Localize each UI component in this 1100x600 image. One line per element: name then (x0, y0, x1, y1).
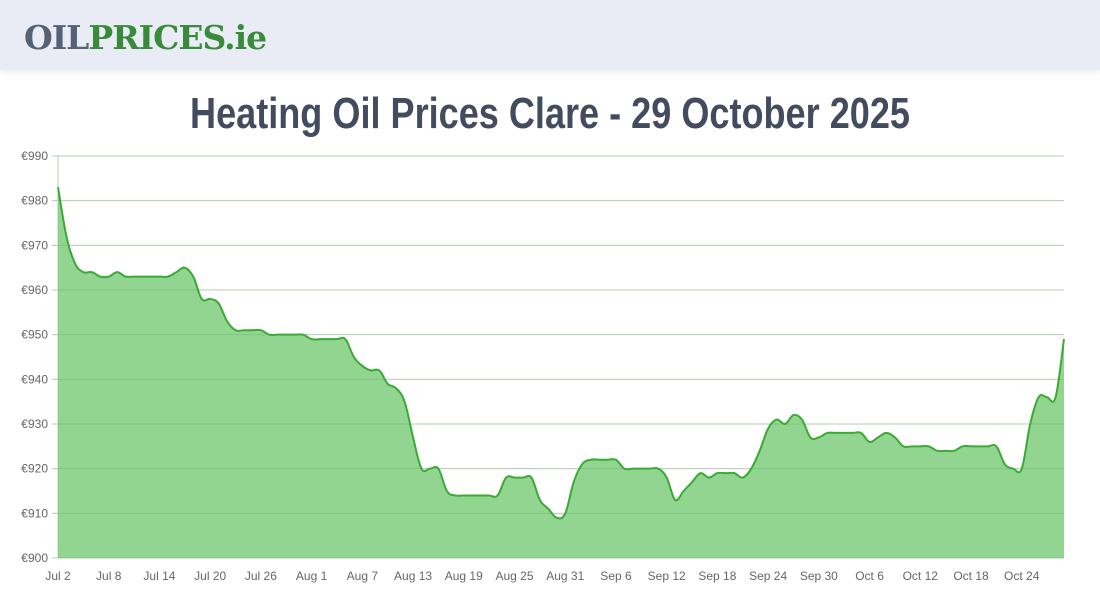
x-tick-label: Jul 14 (143, 569, 175, 583)
y-tick-label: €930 (21, 417, 48, 431)
x-axis: Jul 2 Jul 8 Jul 14 Jul 20 Jul 26 Aug 1 Aug 7 Au… (45, 569, 1039, 583)
x-tick-label: Sep 30 (800, 569, 838, 583)
logo-text-oil: OIL (24, 18, 89, 57)
x-tick-label: Sep 18 (698, 569, 736, 583)
y-tick-label: €900 (21, 551, 48, 565)
x-tick-label: Jul 2 (45, 569, 71, 583)
x-tick-label: Aug 13 (394, 569, 432, 583)
y-tick-label: €960 (21, 283, 48, 297)
y-tick-label: €970 (21, 238, 48, 252)
x-tick-label: Aug 19 (445, 569, 483, 583)
x-tick-label: Oct 18 (953, 569, 989, 583)
page-title: Heating Oil Prices Clare - 29 October 20… (190, 89, 910, 138)
gridlines-overlay (52, 155, 1064, 559)
x-tick-label: Aug 1 (296, 569, 328, 583)
y-tick-label: €920 (21, 462, 48, 476)
x-tick-label: Aug 25 (495, 569, 533, 583)
x-tick-label: Sep 12 (648, 569, 686, 583)
x-tick-label: Oct 6 (855, 569, 884, 583)
price-area-fill (58, 187, 1064, 558)
y-tick-label: €990 (21, 149, 48, 163)
y-tick-label: €980 (21, 194, 48, 208)
x-tick-label: Jul 8 (96, 569, 122, 583)
site-header: OILPRICES.ie (0, 0, 1100, 70)
y-axis: €900 €910 €920 €930 €940 €950 €960 €970 €980 €990 (21, 149, 48, 565)
x-tick-label: Aug 31 (546, 569, 584, 583)
x-tick-label: Aug 7 (347, 569, 379, 583)
x-tick-label: Oct 12 (903, 569, 939, 583)
x-tick-label: Sep 6 (600, 569, 632, 583)
y-tick-label: €910 (21, 506, 48, 520)
y-tick-label: €940 (21, 372, 48, 386)
x-tick-label: Jul 20 (194, 569, 226, 583)
price-line[interactable] (57, 187, 1065, 520)
logo-text-prices: PRICES.ie (88, 18, 267, 57)
x-tick-label: Oct 24 (1004, 569, 1040, 583)
x-tick-label: Sep 24 (749, 569, 787, 583)
x-tick-label: Jul 26 (245, 569, 277, 583)
y-tick-label: €950 (21, 328, 48, 342)
site-logo[interactable]: OILPRICES.ie (24, 18, 267, 58)
